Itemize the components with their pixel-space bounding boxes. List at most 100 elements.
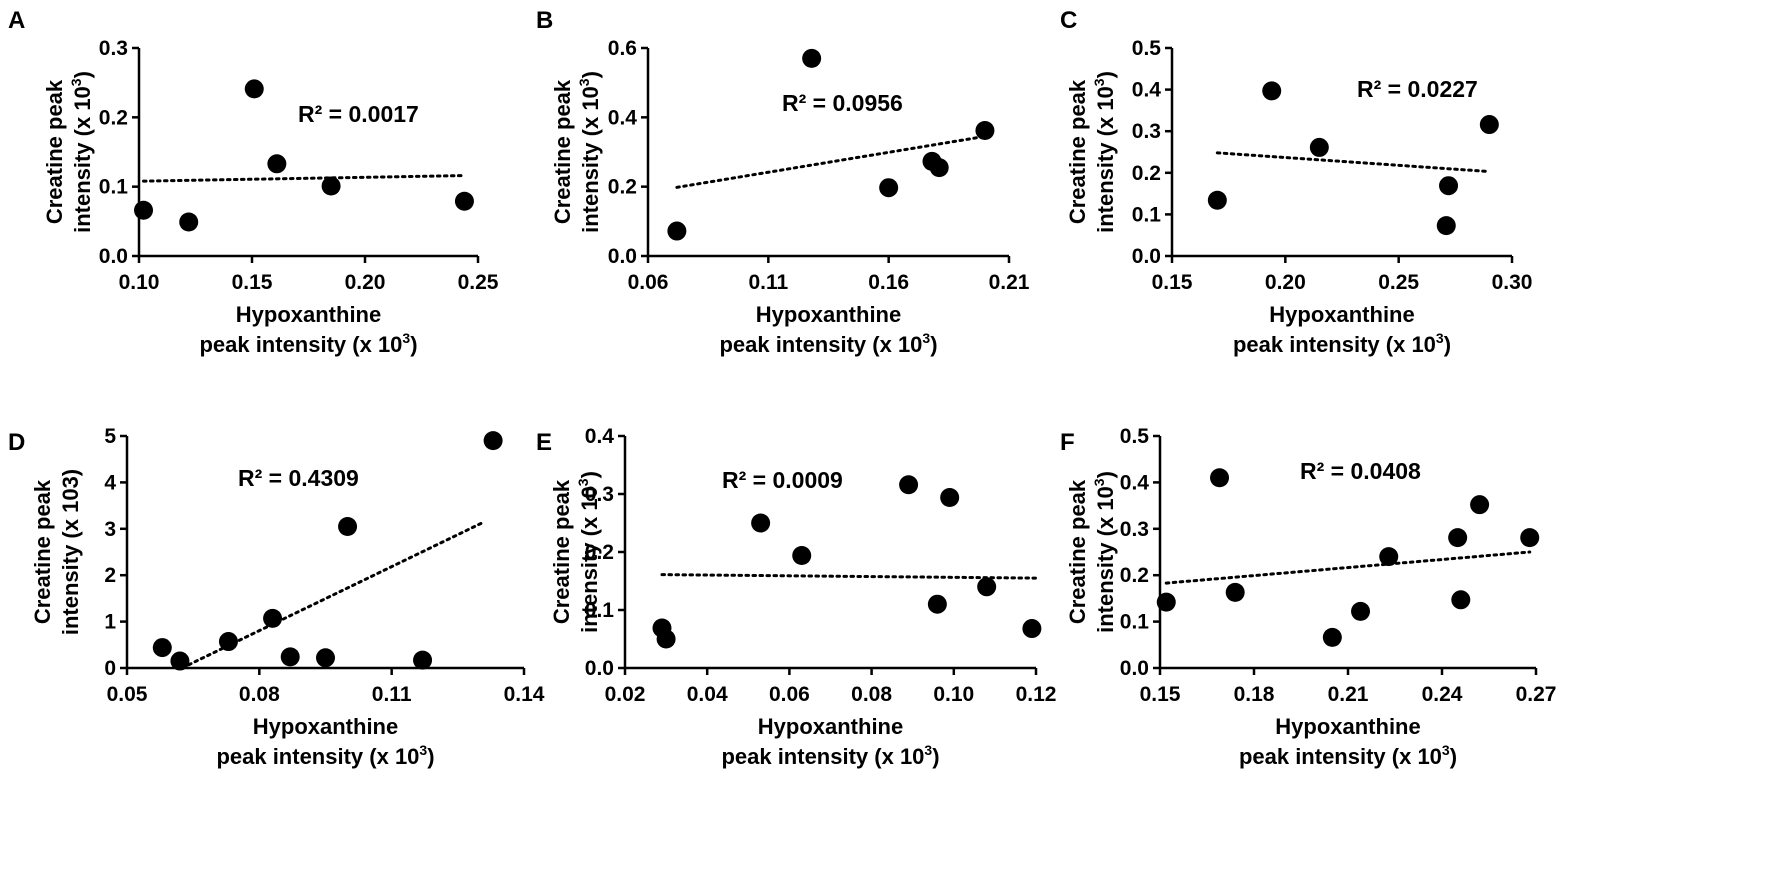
data-point xyxy=(802,48,822,68)
y-tick-label: 0.1 xyxy=(585,599,615,622)
y-tick-label: 0.5 xyxy=(1132,37,1162,60)
y-axis-title-line1: Creatine peak xyxy=(1065,479,1090,624)
y-axis-title-line1: Creatine peak xyxy=(30,479,55,624)
panel-f: F 0.0 0.1 0.2 0.3 0.4 0.5 0.15 0.18 0.21 0.24 0.27 R… xyxy=(1060,425,1556,769)
data-point xyxy=(1322,627,1342,647)
y-tick-label: 0.4 xyxy=(585,425,615,448)
panel-e: E 0.0 0.1 0.2 0.3 0.4 0.02 0.04 0.06 0.08 0.10 0.12… xyxy=(536,425,1056,769)
y-tick-label: 0.4 xyxy=(1132,79,1162,102)
y-tick-label: 0.3 xyxy=(99,37,128,60)
y-axis-title-line2: intensity (x 103) xyxy=(58,469,83,635)
x-axis-title-line2: peak intensity (x 103) xyxy=(216,742,434,769)
y-tick-label: 4 xyxy=(104,471,116,494)
x-tick-label: 0.21 xyxy=(1328,683,1369,706)
y-axis-title-line1: Creatine peak xyxy=(1065,79,1090,224)
data-point xyxy=(879,178,899,198)
y-tick-label: 3 xyxy=(104,518,116,541)
y-tick-label: 0.2 xyxy=(1132,162,1161,185)
y-tick-label: 0.2 xyxy=(1120,564,1149,587)
y-tick-label: 0.4 xyxy=(1120,471,1150,494)
y-tick-label: 0.2 xyxy=(608,176,637,199)
x-tick-label: 0.30 xyxy=(1492,271,1533,294)
x-tick-label: 0.15 xyxy=(232,271,273,294)
y-tick-label: 0.1 xyxy=(99,176,129,199)
data-point xyxy=(1520,528,1540,548)
r-squared-label: R² = 0.0009 xyxy=(722,467,843,493)
x-axis-title-line2: peak intensity (x 103) xyxy=(199,330,417,357)
x-tick-label: 0.25 xyxy=(458,271,499,294)
y-axis-title: Creatine peak intensity (x 103) xyxy=(1065,471,1118,633)
data-point xyxy=(244,79,264,99)
data-point xyxy=(1448,528,1468,548)
data-point xyxy=(179,212,199,232)
panel-letter: F xyxy=(1060,429,1075,456)
x-tick-label: 0.15 xyxy=(1152,271,1193,294)
y-tick-label: 0.2 xyxy=(585,541,614,564)
y-axis-title-line2: intensity (x 103) xyxy=(576,71,603,233)
r-squared-label: R² = 0.0956 xyxy=(782,90,903,116)
trendline xyxy=(187,520,486,667)
data-point xyxy=(977,577,997,597)
panel-d: D 0 1 2 3 4 5 0.05 0.08 0.11 0.14 R² = 0.4309 Hypoxa… xyxy=(8,425,545,769)
y-axis-title-line1: Creatine peak xyxy=(550,79,575,224)
x-tick-label: 0.25 xyxy=(1378,271,1419,294)
data-point xyxy=(134,200,154,220)
data-point xyxy=(1351,601,1371,621)
data-point xyxy=(792,545,812,565)
y-tick-label: 0.3 xyxy=(1120,518,1149,541)
y-tick-label: 0.0 xyxy=(585,657,614,680)
x-tick-label: 0.16 xyxy=(868,271,909,294)
data-point xyxy=(1479,115,1499,135)
y-axis-title: Creatine peak intensity (x 103) xyxy=(549,471,602,633)
y-axis-title-line2: intensity (x 103) xyxy=(68,71,95,233)
x-tick-label: 0.10 xyxy=(119,271,160,294)
x-axis-title-line1: Hypoxanthine xyxy=(1275,714,1420,739)
x-tick-label: 0.11 xyxy=(748,271,788,294)
x-tick-label: 0.20 xyxy=(345,271,386,294)
trendline xyxy=(142,174,466,183)
data-point xyxy=(483,431,503,451)
x-tick-label: 0.06 xyxy=(628,271,669,294)
y-tick-label: 0.2 xyxy=(99,106,128,129)
panel-c: C 0.0 0.1 0.2 0.3 0.4 0.5 0.15 0.20 0.25 0.30 R² = … xyxy=(1060,7,1532,357)
data-point xyxy=(152,638,172,658)
data-point xyxy=(1451,590,1471,610)
data-point xyxy=(321,176,341,196)
trendline xyxy=(1164,550,1532,585)
panel-a: A 0.0 0.1 0.2 0.3 0.10 0.15 0.20 0.25 R² = 0.0017… xyxy=(8,7,499,357)
y-tick-label: 0.0 xyxy=(608,245,637,268)
data-point xyxy=(1225,582,1245,602)
x-axis-title-line2: peak intensity (x 103) xyxy=(1233,330,1451,357)
x-tick-label: 0.06 xyxy=(769,683,810,706)
y-tick-label: 0.5 xyxy=(1120,425,1150,448)
r-squared-label: R² = 0.0408 xyxy=(1300,458,1421,484)
y-tick-label: 0.0 xyxy=(1120,657,1149,680)
x-tick-label: 0.27 xyxy=(1516,683,1557,706)
y-tick-label: 0.3 xyxy=(585,483,614,506)
r-squared-label: R² = 0.0227 xyxy=(1357,76,1478,102)
data-point xyxy=(1436,216,1456,236)
trendline xyxy=(660,573,1038,580)
x-axis-title-line1: Hypoxanthine xyxy=(758,714,903,739)
x-tick-label: 0.12 xyxy=(1016,683,1057,706)
y-tick-label: 0.1 xyxy=(1120,611,1150,634)
data-point xyxy=(656,629,676,649)
y-axis-title-line1: Creatine peak xyxy=(549,479,574,624)
y-axis-title: Creatine peak intensity (x 103) xyxy=(30,469,83,635)
data-point xyxy=(218,632,238,652)
x-tick-label: 0.18 xyxy=(1234,683,1275,706)
data-point xyxy=(1207,190,1227,210)
x-axis-title-line1: Hypoxanthine xyxy=(1269,302,1414,327)
x-axis-title-line2: peak intensity (x 103) xyxy=(719,330,937,357)
data-point xyxy=(413,650,433,670)
data-point xyxy=(1439,176,1459,196)
data-point xyxy=(1470,495,1490,515)
panel-letter: C xyxy=(1060,7,1077,34)
x-tick-label: 0.11 xyxy=(372,683,412,706)
x-tick-label: 0.14 xyxy=(504,683,545,706)
x-axis-title-line1: Hypoxanthine xyxy=(236,302,381,327)
panel-b: B 0.0 0.2 0.4 0.6 0.06 0.11 0.16 0.21 R² = 0.0956… xyxy=(536,7,1030,357)
data-point xyxy=(751,513,771,533)
panel-letter: B xyxy=(536,7,553,34)
